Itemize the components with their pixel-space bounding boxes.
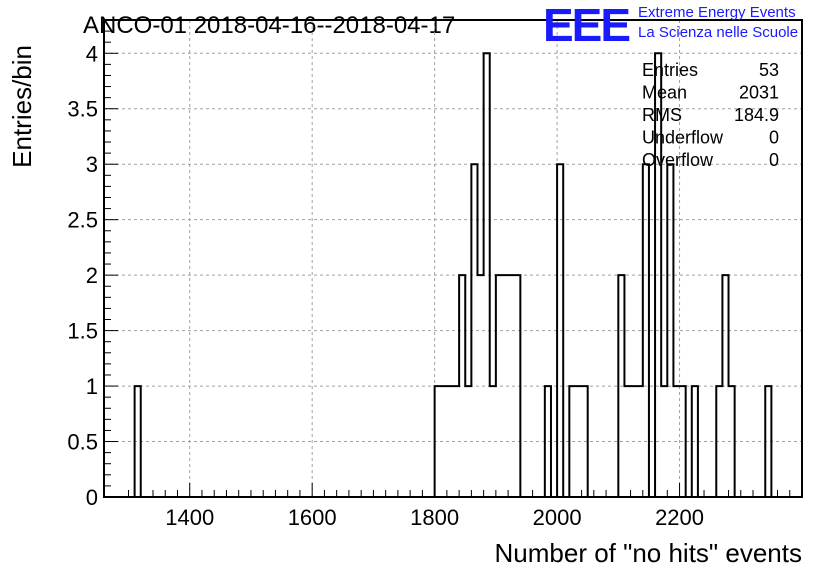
chart-title: ANCO-01 2018-04-16--2018-04-17 [83,12,455,39]
x-tick-label: 1600 [288,505,337,530]
stats-label: Overflow [642,150,714,170]
stats-value: 53 [759,60,779,80]
stats-value: 0 [769,128,779,148]
eee-logo: EEE Extreme Energy Events La Scienza nel… [543,0,833,51]
y-tick-label: 2 [86,263,98,288]
stats-label: Entries [642,60,698,80]
x-axis-label: Number of "no hits" events [495,538,803,568]
stats-label: Mean [642,83,687,103]
stats-label: RMS [642,105,682,125]
y-tick-label: 2.5 [67,208,98,233]
x-tick-label: 1400 [165,505,214,530]
y-tick-label: 4 [86,41,98,66]
axes: 1400 1600 1800 2000 2200 0 0.5 1 1.5 2 2.5 3 3.5 4 [67,19,803,530]
stats-box: Entries 53 Mean 2031 RMS 184.9 Underflow 0 Overf… [642,60,779,170]
y-tick-label: 1 [86,374,98,399]
y-tick-label: 3.5 [67,97,98,122]
stats-label: Underflow [642,128,724,148]
stats-value: 0 [769,150,779,170]
eee-logo-mark: EEE [543,0,631,51]
y-tick-label: 0 [86,485,98,510]
y-axis-label: Entries/bin [7,45,37,168]
plot-frame [103,19,803,498]
stats-value: 2031 [739,83,779,103]
y-tick-label: 3 [86,152,98,177]
x-tick-label: 1800 [410,505,459,530]
y-tick-label: 1.5 [67,319,98,344]
stats-value: 184.9 [734,105,779,125]
x-tick-label: 2200 [655,505,704,530]
eee-logo-line1: Extreme Energy Events [638,4,796,21]
eee-logo-line2: La Scienza nelle Scuole [638,24,799,41]
y-tick-label: 0.5 [67,430,98,455]
x-tick-label: 2000 [533,505,582,530]
